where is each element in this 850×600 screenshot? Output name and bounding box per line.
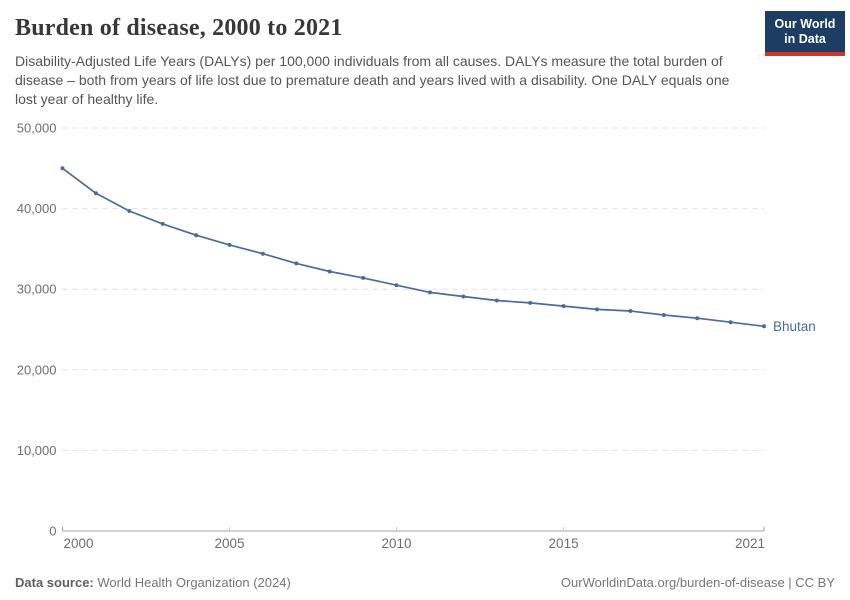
data-point[interactable] (160, 221, 165, 226)
chart-title: Burden of disease, 2000 to 2021 (15, 15, 343, 41)
x-tick-label: 2010 (382, 536, 412, 551)
data-point[interactable] (227, 242, 232, 247)
owid-logo-line1: Our World (774, 17, 836, 31)
data-source: Data source: World Health Organization (… (15, 575, 291, 590)
chart-subtitle: Disability-Adjusted Life Years (DALYs) p… (15, 53, 730, 108)
x-tick-label: 2015 (549, 536, 579, 551)
data-point[interactable] (762, 324, 766, 329)
data-source-label: Data source: (15, 575, 94, 590)
data-point[interactable] (728, 320, 733, 325)
data-point[interactable] (494, 298, 499, 303)
data-point[interactable] (361, 275, 366, 280)
y-tick-label: 0 (49, 524, 56, 539)
data-point[interactable] (595, 307, 599, 312)
data-point[interactable] (394, 283, 399, 288)
series-label-bhutan[interactable]: Bhutan (773, 319, 816, 334)
data-point[interactable] (93, 191, 98, 196)
data-point[interactable] (127, 209, 132, 213)
data-point[interactable] (561, 304, 566, 309)
data-point[interactable] (461, 294, 466, 299)
data-point[interactable] (628, 309, 633, 313)
owid-logo[interactable]: Our World in Data (765, 11, 845, 56)
x-tick-label: 2021 (735, 536, 765, 551)
chart-footer: Data source: World Health Organization (… (15, 575, 835, 590)
y-tick-label: 30,000 (17, 282, 57, 297)
attribution-link[interactable]: OurWorldinData.org/burden-of-disease | C… (560, 575, 835, 590)
y-tick-label: 20,000 (17, 362, 57, 377)
data-point[interactable] (194, 233, 199, 238)
data-point[interactable] (428, 290, 432, 295)
owid-logo-line2: in Data (784, 32, 826, 46)
data-point[interactable] (60, 166, 65, 171)
data-point[interactable] (260, 251, 265, 256)
data-line (61, 167, 765, 328)
y-tick-label: 40,000 (17, 201, 57, 216)
owid-logo-stripe (765, 52, 845, 56)
data-point[interactable] (294, 261, 299, 266)
data-point[interactable] (695, 316, 700, 321)
x-tick-label: 2000 (64, 536, 94, 551)
y-tick-label: 50,000 (17, 121, 57, 136)
data-source-value: World Health Organization (2024) (97, 575, 291, 590)
data-point[interactable] (661, 313, 666, 317)
y-tick-label: 10,000 (17, 443, 57, 458)
owid-logo-box: Our World in Data (765, 11, 845, 52)
data-point[interactable] (528, 300, 533, 305)
x-tick-label: 2005 (215, 536, 245, 551)
data-point[interactable] (327, 269, 332, 274)
